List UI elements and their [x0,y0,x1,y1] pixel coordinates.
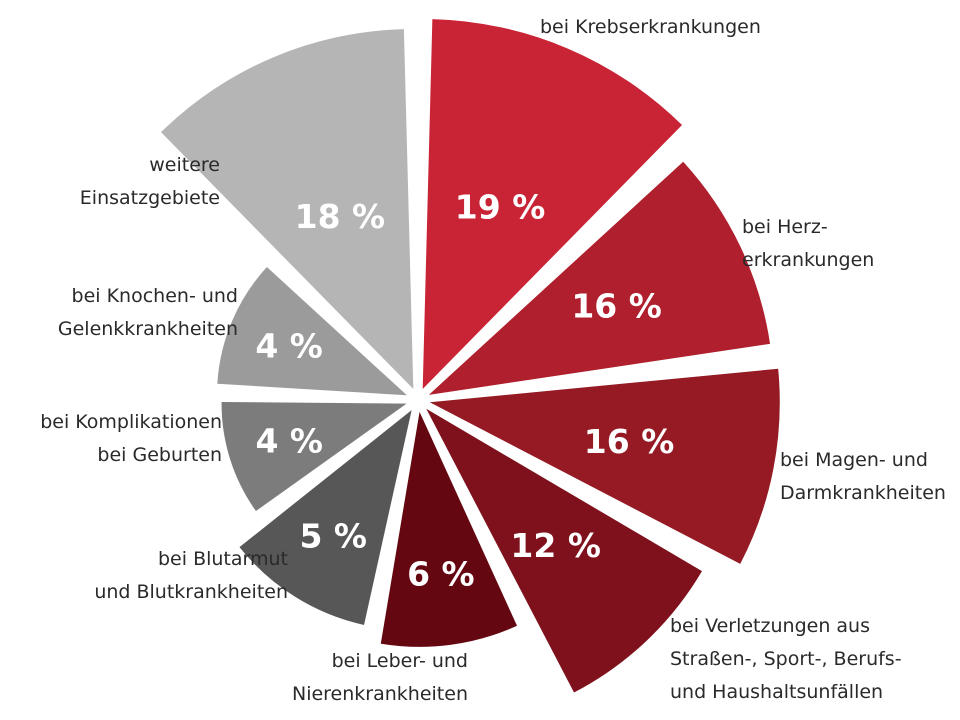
category-label-line: bei Geburten [97,444,222,466]
wedge-leber [380,411,518,647]
wedge-verletzungen [426,408,702,693]
category-label-line: bei Verletzungen aus [670,615,870,637]
value-label-leber: 6 % [407,555,475,594]
value-label-weitere: 18 % [295,197,385,236]
category-labels: bei Krebserkrankungen bei Herz-erkrankung… [40,16,946,705]
category-label-line: weitere [149,154,220,176]
value-label-verletzungen: 12 % [510,526,600,565]
category-label-line: bei Knochen- und [72,285,238,307]
category-label-line: bei Krebserkrankungen [540,16,761,38]
category-label-line: und Blutkrankheiten [94,581,288,603]
category-label-line: bei Leber- und [332,650,468,672]
wedge-blut [239,410,412,625]
wedge-krebs [422,19,683,389]
wedge-knochen [217,266,407,396]
category-label-krebs: bei Krebserkrankungen [540,16,761,38]
category-label-magen: bei Magen- und Darmkrankheiten [780,449,946,504]
category-label-line: Gelenkkrankheiten [58,318,238,340]
category-label-line: Einsatzgebiete [80,187,220,209]
wedge-weitere [160,29,414,389]
category-label-blut: bei Blutarmut und Blutkrankheiten [94,548,288,603]
category-label-line: Straßen-, Sport-, Berufs- [670,648,902,670]
value-label-krebs: 19 % [455,188,545,227]
category-label-herz: bei Herz-erkrankungen [742,216,874,271]
category-label-weitere: weitere Einsatzgebiete [80,154,220,209]
category-label-line: bei Herz- [742,216,828,238]
value-label-geburten: 4 % [255,422,323,461]
category-label-geburten: bei Komplikationen bei Geburten [40,411,222,466]
value-labels: 19 % 16 % 16 % 12 % 6 % 5 % 4 % 4 % 18 % [255,188,674,594]
category-label-line: und Haushaltsunfällen [670,681,883,703]
category-label-line: bei Blutarmut [158,548,288,570]
category-label-line: bei Komplikationen [40,411,222,433]
wedge-herz [428,161,771,395]
category-label-line: erkrankungen [742,249,874,271]
category-label-line: bei Magen- und [780,449,928,471]
category-label-knochen: bei Knochen- und Gelenkkrankheiten [58,285,238,340]
wedge-geburten [221,401,407,512]
category-label-line: Nierenkrankheiten [292,683,468,705]
value-label-knochen: 4 % [255,326,323,365]
value-label-herz: 16 % [571,286,661,325]
category-label-line: Darmkrankheiten [780,482,946,504]
value-label-magen: 16 % [584,422,674,461]
category-label-leber: bei Leber- und Nierenkrankheiten [292,650,468,705]
category-label-verletzungen: bei Verletzungen aus Straßen-, Sport-, Be… [670,615,902,703]
wedge-magen [429,368,780,564]
value-label-blut: 5 % [299,517,367,556]
pie-wedges [160,19,780,693]
